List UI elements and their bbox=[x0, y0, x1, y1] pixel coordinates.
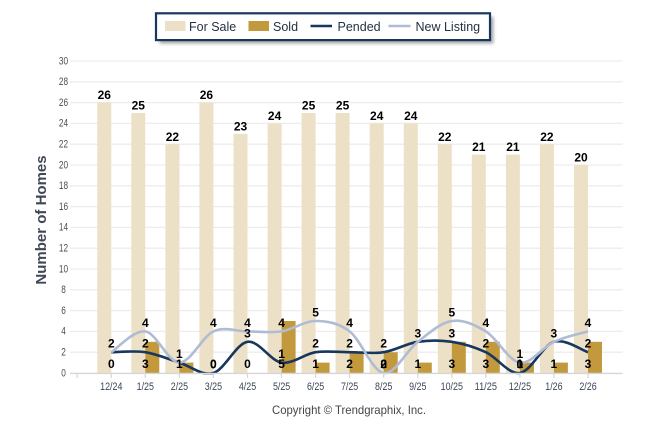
svg-text:1: 1 bbox=[517, 347, 524, 361]
svg-text:4: 4 bbox=[346, 316, 353, 330]
svg-text:4: 4 bbox=[61, 326, 66, 338]
svg-text:1: 1 bbox=[414, 357, 421, 371]
svg-text:4: 4 bbox=[210, 316, 217, 330]
svg-text:25: 25 bbox=[336, 99, 350, 113]
svg-text:22: 22 bbox=[540, 130, 554, 144]
svg-text:22: 22 bbox=[59, 139, 68, 151]
svg-text:24: 24 bbox=[370, 109, 384, 123]
svg-text:Sold: Sold bbox=[273, 20, 298, 34]
svg-text:1: 1 bbox=[312, 357, 319, 371]
svg-text:5/25: 5/25 bbox=[273, 381, 290, 393]
svg-text:2: 2 bbox=[312, 337, 319, 351]
svg-text:18: 18 bbox=[59, 180, 68, 192]
svg-text:0: 0 bbox=[108, 357, 115, 371]
svg-text:6: 6 bbox=[61, 305, 66, 317]
svg-text:0: 0 bbox=[61, 367, 66, 379]
svg-text:1: 1 bbox=[551, 357, 558, 371]
svg-text:20: 20 bbox=[574, 151, 588, 165]
svg-text:0: 0 bbox=[517, 358, 524, 372]
svg-text:20: 20 bbox=[59, 159, 68, 171]
svg-text:0: 0 bbox=[380, 358, 387, 372]
svg-text:2/26: 2/26 bbox=[579, 381, 596, 393]
svg-text:26: 26 bbox=[200, 88, 214, 102]
svg-text:7/25: 7/25 bbox=[341, 381, 358, 393]
svg-text:16: 16 bbox=[59, 201, 68, 213]
svg-text:8/25: 8/25 bbox=[375, 381, 392, 393]
svg-text:22: 22 bbox=[438, 130, 452, 144]
svg-text:2/25: 2/25 bbox=[171, 381, 188, 393]
svg-text:3: 3 bbox=[244, 326, 251, 340]
svg-text:5: 5 bbox=[312, 306, 319, 320]
svg-text:14: 14 bbox=[59, 222, 68, 234]
svg-text:1/25: 1/25 bbox=[137, 381, 154, 393]
svg-text:3: 3 bbox=[551, 326, 558, 340]
svg-text:10: 10 bbox=[59, 263, 68, 275]
svg-text:28: 28 bbox=[59, 76, 68, 88]
svg-text:Pended: Pended bbox=[338, 20, 381, 34]
svg-text:2: 2 bbox=[482, 337, 489, 351]
svg-text:Copyright © Trendgraphix, Inc.: Copyright © Trendgraphix, Inc. bbox=[272, 403, 426, 417]
svg-text:Number of Homes: Number of Homes bbox=[33, 155, 50, 284]
svg-text:1: 1 bbox=[278, 347, 285, 361]
svg-text:30: 30 bbox=[59, 55, 68, 67]
svg-text:4/25: 4/25 bbox=[239, 381, 256, 393]
svg-text:3: 3 bbox=[414, 326, 421, 340]
svg-text:25: 25 bbox=[302, 99, 316, 113]
svg-text:0: 0 bbox=[210, 357, 217, 371]
svg-text:0: 0 bbox=[210, 358, 217, 372]
svg-text:2: 2 bbox=[380, 337, 387, 351]
svg-text:24: 24 bbox=[59, 118, 68, 130]
svg-text:5: 5 bbox=[448, 306, 455, 320]
svg-text:26: 26 bbox=[59, 97, 68, 109]
svg-text:21: 21 bbox=[506, 140, 520, 154]
svg-text:0: 0 bbox=[244, 357, 251, 371]
svg-text:4: 4 bbox=[482, 316, 489, 330]
svg-text:26: 26 bbox=[98, 88, 112, 102]
svg-text:24: 24 bbox=[268, 109, 282, 123]
svg-text:3: 3 bbox=[448, 357, 455, 371]
svg-text:3/25: 3/25 bbox=[205, 381, 222, 393]
svg-text:3: 3 bbox=[482, 357, 489, 371]
svg-text:12/24: 12/24 bbox=[100, 381, 122, 393]
svg-text:22: 22 bbox=[166, 130, 180, 144]
svg-text:2: 2 bbox=[142, 337, 149, 351]
svg-text:21: 21 bbox=[472, 140, 486, 154]
svg-text:2: 2 bbox=[346, 357, 353, 371]
svg-text:9/25: 9/25 bbox=[409, 381, 426, 393]
svg-text:2: 2 bbox=[346, 337, 353, 351]
svg-text:3: 3 bbox=[142, 357, 149, 371]
svg-text:5: 5 bbox=[278, 357, 285, 371]
svg-text:23: 23 bbox=[234, 119, 248, 133]
svg-text:3: 3 bbox=[585, 357, 592, 371]
svg-text:6/25: 6/25 bbox=[307, 381, 324, 393]
svg-text:8: 8 bbox=[61, 284, 66, 296]
svg-text:10/25: 10/25 bbox=[441, 381, 463, 393]
svg-text:2: 2 bbox=[585, 337, 592, 351]
svg-text:For Sale: For Sale bbox=[189, 20, 236, 34]
svg-text:4: 4 bbox=[244, 316, 251, 330]
svg-text:24: 24 bbox=[404, 109, 418, 123]
svg-text:4: 4 bbox=[142, 316, 149, 330]
svg-text:12/25: 12/25 bbox=[509, 381, 531, 393]
svg-text:2: 2 bbox=[380, 357, 387, 371]
svg-text:12: 12 bbox=[59, 243, 68, 255]
svg-text:1: 1 bbox=[517, 357, 524, 371]
svg-text:New Listing: New Listing bbox=[416, 20, 481, 34]
svg-text:4: 4 bbox=[278, 316, 285, 330]
svg-text:2: 2 bbox=[108, 337, 115, 351]
svg-text:11/25: 11/25 bbox=[475, 381, 497, 393]
svg-text:1: 1 bbox=[176, 347, 183, 361]
svg-text:3: 3 bbox=[448, 326, 455, 340]
svg-text:2: 2 bbox=[61, 347, 66, 359]
svg-text:4: 4 bbox=[585, 316, 592, 330]
svg-text:25: 25 bbox=[132, 99, 146, 113]
svg-text:1: 1 bbox=[176, 357, 183, 371]
svg-text:1/26: 1/26 bbox=[545, 381, 562, 393]
